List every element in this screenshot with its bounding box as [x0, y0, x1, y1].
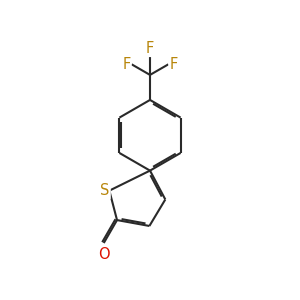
Text: F: F — [146, 41, 154, 56]
Text: S: S — [100, 183, 110, 198]
Text: F: F — [169, 57, 178, 72]
Text: F: F — [122, 57, 130, 72]
Text: O: O — [98, 248, 110, 262]
